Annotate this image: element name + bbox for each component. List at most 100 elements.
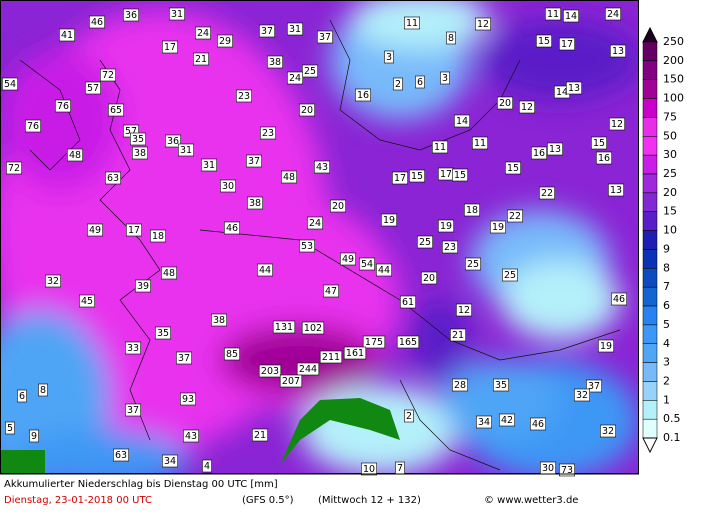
- label-box: [135, 279, 152, 293]
- map-label: 8: [448, 33, 454, 44]
- map-label: 15: [507, 163, 519, 174]
- label-box: [404, 409, 414, 423]
- map-label: 5: [7, 423, 13, 434]
- label-box: [558, 37, 575, 51]
- map-label: 21: [254, 430, 266, 441]
- label-box: [169, 7, 186, 21]
- map-label: 35: [132, 134, 144, 145]
- label-box: [162, 454, 179, 468]
- label-box: [286, 71, 303, 85]
- label-box: [597, 339, 614, 353]
- map-label: 16: [598, 153, 610, 164]
- label-box: [506, 209, 523, 223]
- map-label: 17: [561, 39, 573, 50]
- legend-label: 15: [663, 205, 677, 218]
- legend-label: 0.5: [663, 412, 681, 425]
- label-box: [384, 50, 394, 64]
- label-box: [546, 142, 563, 156]
- footer-title: Akkumulierter Niederschlag bis Dienstag …: [4, 479, 278, 490]
- map-label: 21: [452, 330, 464, 341]
- legend-label: 50: [663, 129, 677, 142]
- label-box: [441, 240, 458, 254]
- label-box: [437, 219, 454, 233]
- label-box: [58, 28, 75, 42]
- label-box: [362, 335, 386, 349]
- label-box: [358, 257, 375, 271]
- label-box: [123, 8, 140, 22]
- label-box: [451, 168, 468, 182]
- legend-label: 100: [663, 92, 684, 105]
- label-box: [474, 17, 491, 31]
- label-box: [286, 22, 303, 36]
- map-label: 2: [406, 411, 412, 422]
- map-label: 22: [541, 188, 553, 199]
- label-box: [125, 341, 142, 355]
- legend-swatch: [642, 418, 658, 439]
- map-label: 57: [87, 83, 99, 94]
- map-label: 63: [115, 450, 127, 461]
- map-label: 12: [521, 102, 533, 113]
- label-box: [100, 68, 117, 82]
- map-label: 11: [406, 18, 418, 29]
- label-box: [590, 136, 607, 150]
- label-box: [132, 146, 149, 160]
- map-label: 48: [69, 150, 81, 161]
- label-box: [504, 161, 521, 175]
- legend-label: 7: [663, 280, 670, 293]
- map-label: 19: [600, 341, 612, 352]
- map-label: 31: [203, 160, 215, 171]
- label-box: [5, 421, 15, 435]
- map-label: 38: [134, 148, 146, 159]
- label-box: [301, 64, 318, 78]
- legend-label: 75: [663, 110, 677, 123]
- map-label: 20: [332, 201, 344, 212]
- map-label: 13: [549, 144, 561, 155]
- label-box: [501, 268, 518, 282]
- legend-label: 8: [663, 261, 670, 274]
- map-label: 38: [269, 57, 281, 68]
- map-label: 49: [89, 225, 101, 236]
- label-box: [396, 335, 420, 349]
- label-box: [604, 7, 621, 21]
- label-box: [399, 295, 416, 309]
- label-box: [224, 221, 241, 235]
- label-box: [193, 52, 210, 66]
- map-label: 32: [602, 426, 614, 437]
- label-box: [180, 392, 197, 406]
- map-label: 48: [283, 172, 295, 183]
- label-box: [492, 378, 509, 392]
- map-label: 38: [249, 198, 261, 209]
- map-label: 24: [309, 218, 321, 229]
- map-label: 211: [322, 352, 340, 363]
- map-label: 35: [495, 380, 507, 391]
- legend-label: 2: [663, 374, 670, 387]
- map-label: 15: [454, 170, 466, 181]
- map-label: 6: [19, 391, 25, 402]
- label-box: [125, 403, 142, 417]
- label-box: [565, 81, 582, 95]
- map-label: 175: [365, 337, 383, 348]
- label-box: [489, 220, 506, 234]
- map-label: 17: [128, 225, 140, 236]
- label-box: [599, 424, 616, 438]
- map-label: 47: [325, 286, 337, 297]
- map-label: 44: [378, 265, 390, 276]
- label-box: [1, 77, 18, 91]
- map-label: 15: [593, 138, 605, 149]
- map-label: 36: [125, 10, 137, 21]
- label-box: [319, 350, 343, 364]
- green-region: [0, 450, 45, 474]
- map-label: 14: [565, 11, 577, 22]
- label-box: [343, 346, 367, 360]
- label-box: [403, 16, 420, 30]
- map-label: 49: [342, 254, 354, 265]
- legend-swatch: [642, 305, 658, 326]
- label-box: [85, 81, 102, 95]
- label-box: [415, 75, 425, 89]
- legend-arrow-bottom: [642, 437, 658, 454]
- label-box: [211, 313, 228, 327]
- legend-swatch: [642, 173, 658, 194]
- map-label: 14: [556, 87, 568, 98]
- label-box: [608, 117, 625, 131]
